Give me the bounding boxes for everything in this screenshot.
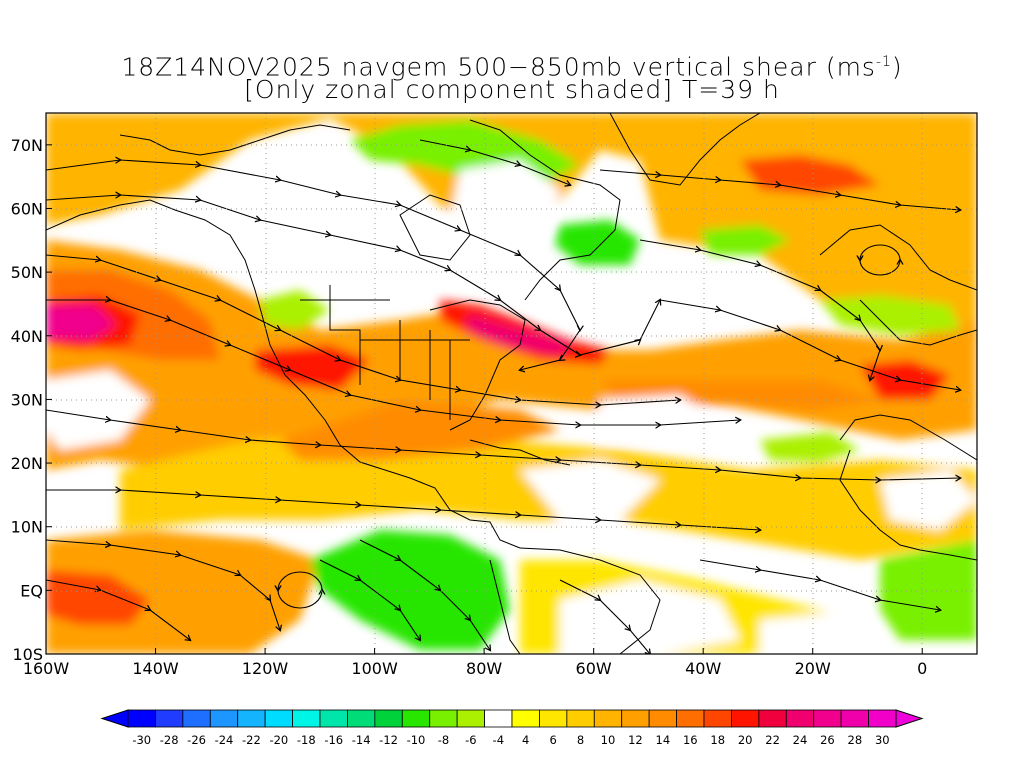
colorbar-swatch	[456, 709, 485, 728]
title-main: 18Z14NOV2025 navgem 500−850mb vertical s…	[121, 52, 876, 82]
colorbar-label: 26	[820, 733, 835, 747]
colorbar-swatch	[155, 709, 184, 728]
colorbar-label: 22	[765, 733, 780, 747]
title-superscript: -1	[875, 54, 892, 70]
colorbar-swatch	[429, 709, 458, 728]
lat-tick-label: 50N	[11, 263, 43, 282]
colorbar-end-arrow-low	[100, 709, 129, 728]
colorbar-swatch	[593, 709, 623, 728]
lat-tick-label: 30N	[11, 390, 43, 409]
colorbar-label: 10	[601, 733, 616, 747]
colorbar-label: 14	[656, 733, 671, 747]
colorbar-swatch	[868, 709, 897, 728]
lon-tick-label: 0	[917, 659, 927, 678]
lon-tick-label: 140W	[132, 659, 179, 678]
plot-title-line-1: 18Z14NOV2025 navgem 500−850mb vertical s…	[0, 48, 1024, 81]
colorbar-swatch	[785, 709, 815, 728]
colorbar-swatch	[758, 709, 787, 728]
colorbar-swatch	[648, 709, 677, 728]
colorbar-label: -30	[132, 733, 151, 747]
colorbar-swatch	[264, 709, 293, 728]
colorbar-label: -22	[242, 733, 261, 747]
lat-tick-label: 70N	[11, 136, 43, 155]
colorbar-swatch	[813, 709, 842, 728]
colorbar-label: -24	[215, 733, 234, 747]
latitude-axis: 70N 60N 50N 40N 30N 20N 10N EQ 10S	[11, 136, 52, 664]
colorbar-label: -6	[465, 733, 476, 747]
lat-tick-label: 40N	[11, 327, 43, 346]
colorbar-swatch	[347, 709, 376, 728]
colorbar-label: -14	[352, 733, 371, 747]
colorbar-swatch	[182, 709, 211, 728]
lon-tick-label: 20W	[795, 659, 831, 678]
lat-tick-label: EQ	[20, 581, 43, 600]
lon-tick-label: 60W	[576, 659, 612, 678]
colorbar-label: 30	[875, 733, 890, 747]
colorbar-swatch	[621, 709, 650, 728]
colorbar-label: -8	[438, 733, 449, 747]
lon-tick-label: 100W	[351, 659, 398, 678]
colorbar-label: -10	[407, 733, 426, 747]
colorbar-swatch	[484, 709, 513, 728]
map-frame	[45, 112, 978, 655]
lon-tick-label: 40W	[685, 659, 721, 678]
lon-tick-label: 80W	[466, 659, 502, 678]
colorbar-swatch	[209, 709, 239, 728]
lat-tick-label: 20N	[11, 454, 43, 473]
colorbar-swatch	[566, 709, 595, 728]
longitude-axis: 160W 140W 120W 100W 80W 60W 40W 20W 0	[23, 648, 927, 678]
colorbar-label: -28	[160, 733, 179, 747]
colorbar-end-arrow-high	[895, 709, 924, 728]
colorbar-swatch	[374, 709, 403, 728]
lat-tick-label: 10N	[11, 518, 43, 537]
colorbar-swatch	[840, 709, 869, 728]
colorbar-swatch	[237, 709, 266, 728]
colorbar-label: 18	[710, 733, 725, 747]
lon-tick-label: 120W	[242, 659, 289, 678]
colorbar-swatch	[539, 709, 568, 728]
colorbar-label: -18	[297, 733, 316, 747]
colorbar-swatch	[511, 709, 540, 728]
title-close: )	[891, 52, 903, 82]
graticule	[46, 113, 977, 654]
colorbar-label: 28	[848, 733, 863, 747]
colorbar-swatch	[401, 709, 431, 728]
colorbar-swatch	[319, 709, 348, 728]
colorbar-label: -20	[269, 733, 288, 747]
colorbar-swatch	[127, 709, 156, 728]
colorbar-label: 16	[683, 733, 698, 747]
lat-tick-label: 60N	[11, 199, 43, 218]
lon-tick-label: 160W	[23, 659, 70, 678]
colorbar-swatch	[292, 709, 321, 728]
colorbar-label: 8	[577, 733, 584, 747]
colorbar-swatch	[703, 709, 732, 728]
colorbar-label: 20	[738, 733, 753, 747]
plot-title-line-2: [Only zonal component shaded] T=39 h	[244, 75, 780, 104]
map-area	[46, 113, 977, 654]
colorbar-label: 24	[793, 733, 808, 747]
colorbar-swatch	[676, 709, 705, 728]
colorbar-label: -16	[324, 733, 343, 747]
colorbar-label: 4	[522, 733, 529, 747]
lat-tick-label: 10S	[12, 645, 43, 664]
colorbar-swatch	[731, 709, 760, 728]
streamlines	[46, 139, 960, 654]
colorbar-label: -26	[187, 733, 206, 747]
colorbar-label: 12	[628, 733, 643, 747]
colorbar: -30 -28 -26 -24 -22 -20 -18 -16 -14 -12 -10 -8 -6 -4 4…	[100, 709, 924, 747]
colorbar-label: 6	[549, 733, 556, 747]
colorbar-label: -4	[493, 733, 504, 747]
colorbar-label: -12	[379, 733, 398, 747]
